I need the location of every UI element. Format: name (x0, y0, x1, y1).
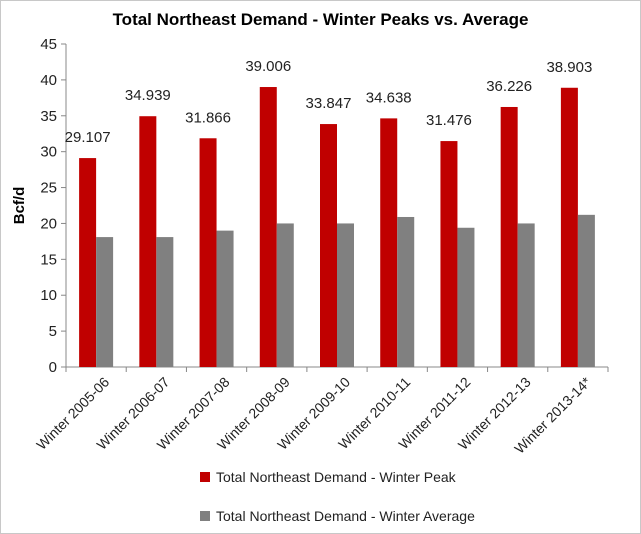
legend-swatch-average (200, 511, 210, 522)
legend-label-average: Total Northeast Demand - Winter Average (216, 508, 475, 524)
bar-peak (259, 87, 277, 368)
y-tick-label: 0 (49, 359, 57, 376)
bar-average (397, 216, 415, 367)
bar-average (457, 227, 475, 367)
bar-average (517, 223, 535, 367)
bar-average (216, 230, 234, 367)
y-tick-label: 10 (40, 287, 57, 304)
y-tick-label: 15 (40, 251, 57, 268)
legend-label-peak: Total Northeast Demand - Winter Peak (216, 469, 456, 485)
y-tick-label: 40 (40, 72, 57, 89)
y-tick-label: 30 (40, 144, 57, 161)
bar-average (96, 237, 114, 367)
bar-peak (320, 124, 337, 367)
y-tick-label: 25 (40, 180, 57, 197)
legend-item-average: Total Northeast Demand - Winter Average (200, 508, 475, 524)
data-label-peak: 31.476 (426, 112, 472, 129)
y-tick-label: 20 (40, 215, 57, 232)
bar-average (156, 237, 174, 367)
data-label-peak: 38.903 (546, 59, 592, 76)
bar-peak (199, 138, 217, 367)
bar-average (276, 223, 294, 367)
data-label-peak: 29.107 (65, 129, 111, 146)
data-label-peak: 36.226 (486, 78, 532, 95)
y-tick-label: 5 (49, 323, 57, 340)
bar-peak (139, 116, 157, 367)
bar-average (577, 214, 595, 367)
data-label-peak: 39.006 (245, 58, 291, 75)
data-label-peak: 34.638 (366, 89, 412, 106)
data-label-peak: 34.939 (125, 87, 171, 104)
y-tick-label: 35 (40, 108, 57, 125)
legend-item-peak: Total Northeast Demand - Winter Peak (200, 469, 456, 485)
legend-swatch-peak (200, 472, 210, 483)
data-label-peak: 31.866 (185, 109, 231, 126)
bar-peak (440, 141, 458, 367)
bar-peak (560, 87, 578, 367)
chart-title: Total Northeast Demand - Winter Peaks vs… (112, 10, 529, 29)
data-label-peak: 33.847 (306, 95, 352, 112)
bar-average (337, 223, 354, 367)
y-tick-label: 45 (40, 36, 57, 53)
bar-peak (380, 118, 398, 368)
bar-peak (500, 106, 518, 368)
y-axis-label: Bcf/d (11, 187, 28, 225)
bar-peak (79, 158, 97, 367)
